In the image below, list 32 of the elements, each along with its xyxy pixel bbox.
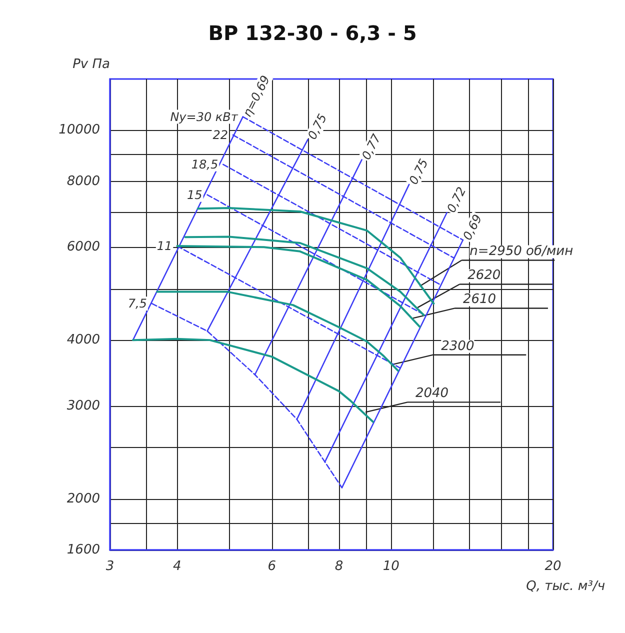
annotation: n=2950 об/мин: [470, 244, 574, 260]
annotation: 2610: [462, 292, 496, 308]
series-label: 22: [212, 128, 228, 142]
x-axis-title: Q, тыс. м³/ч: [526, 579, 606, 594]
y-tick-label: 8000: [66, 174, 100, 189]
y-tick-label: 4000: [66, 332, 100, 348]
y-axis-title: Pv Па: [72, 57, 110, 72]
y-tick-label: 1600: [66, 542, 100, 558]
annotation: 2620: [468, 268, 501, 284]
chart-title: ВР 132-30 - 6,3 - 5: [208, 21, 417, 45]
series-label: 15: [186, 188, 202, 202]
series-label: Nу=30 кВт: [170, 110, 239, 124]
y-tick-label: 2000: [66, 491, 100, 506]
series-label: 18,5: [191, 157, 218, 172]
annotation: 2300: [441, 338, 474, 354]
x-tick-label: 6: [268, 559, 276, 574]
series-label: 11: [156, 239, 172, 254]
text: 0,72: [444, 184, 469, 215]
x-tick-label: 4: [173, 559, 182, 574]
text: 0,77: [359, 131, 384, 162]
y-tick-label: 6000: [66, 240, 100, 255]
y-tick-label: 10000: [58, 122, 100, 138]
text: 0,75: [305, 112, 330, 142]
y-tick-label: 3000: [66, 398, 100, 414]
text: 0,75: [406, 156, 431, 187]
x-tick-label: 3: [106, 559, 114, 574]
x-tick-label: 20: [544, 559, 562, 574]
x-tick-label: 8: [334, 559, 344, 574]
x-tick-label: 10: [382, 559, 400, 574]
series-label: 7,5: [128, 296, 147, 311]
text: 0,69: [460, 212, 485, 242]
annotation: 2040: [416, 386, 449, 402]
